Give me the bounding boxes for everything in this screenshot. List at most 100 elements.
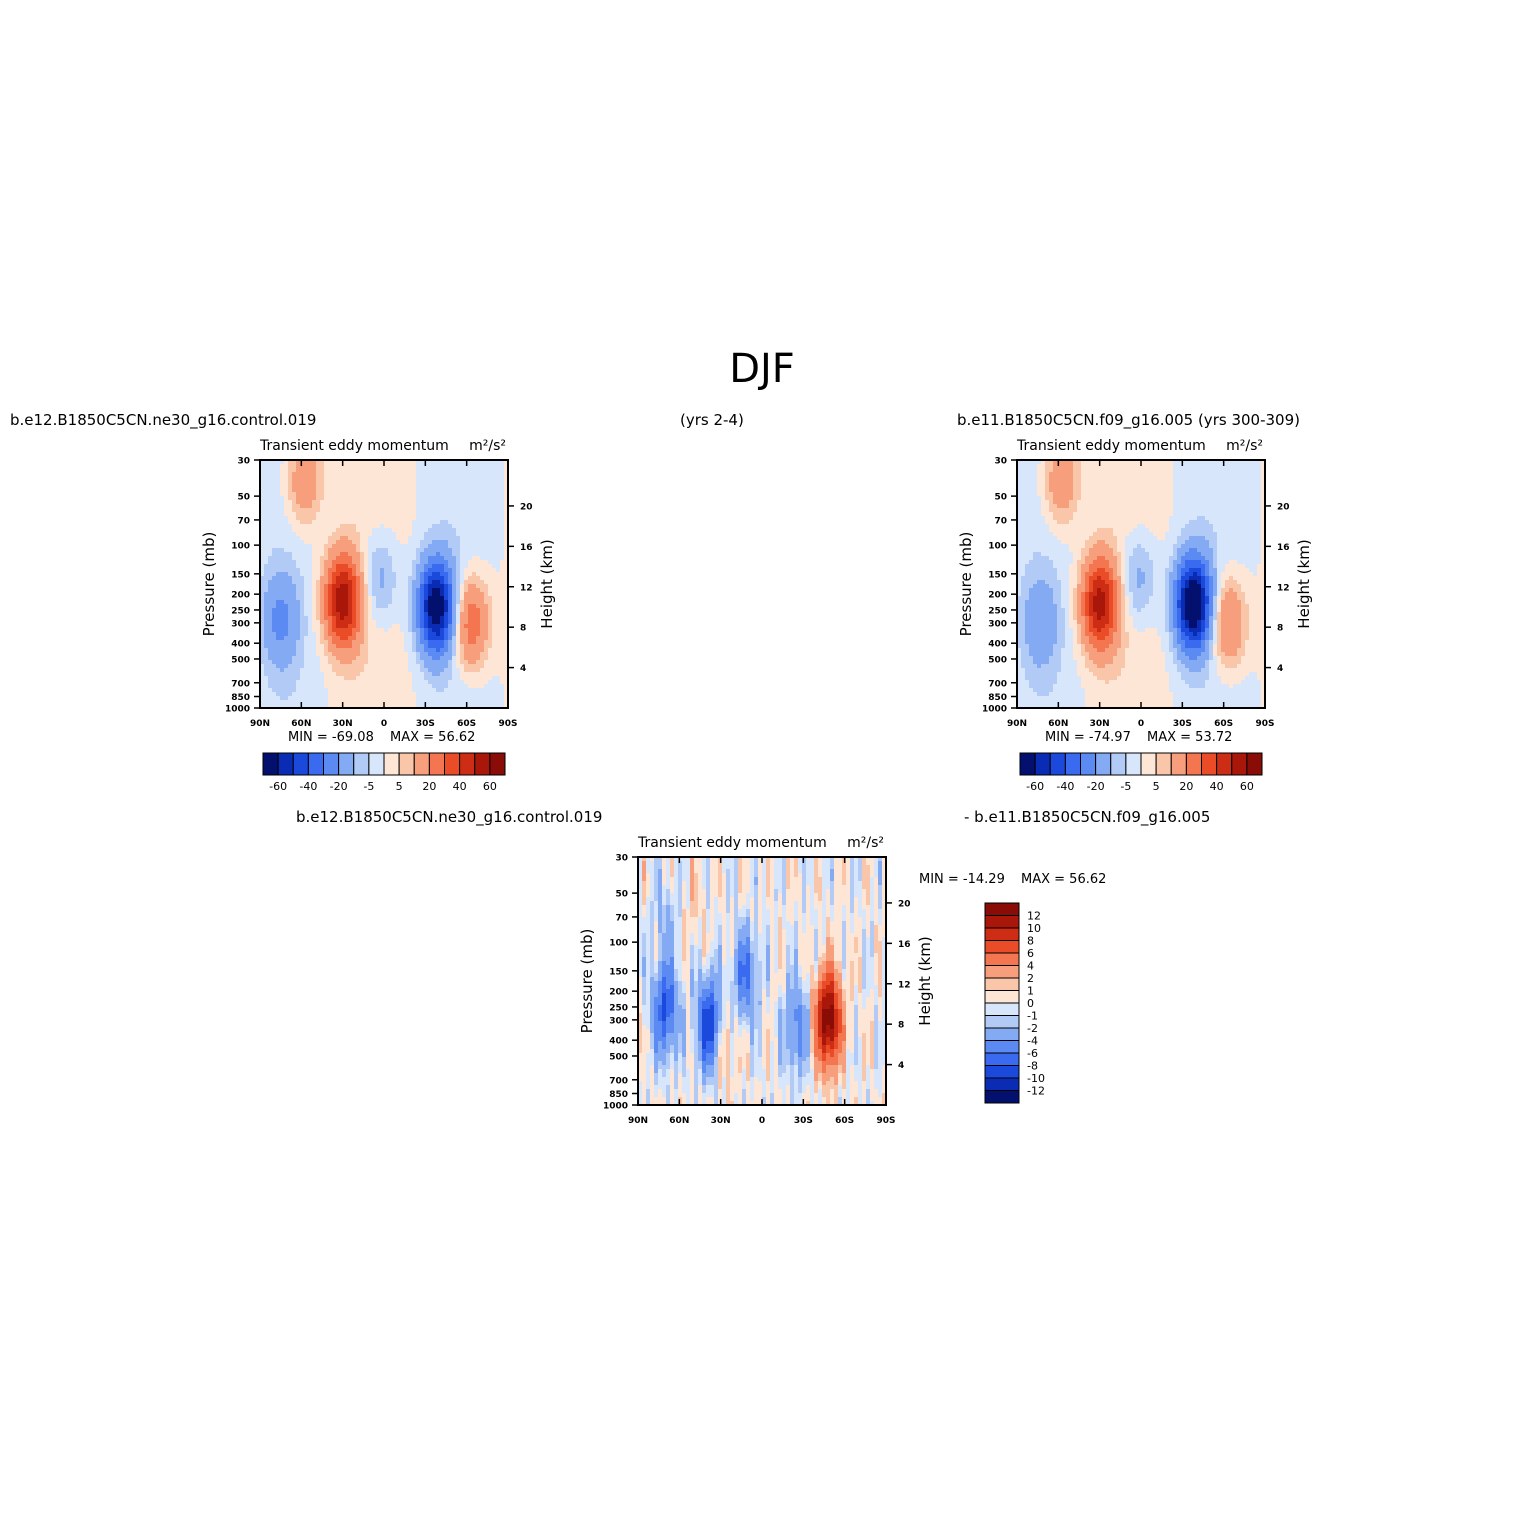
- panel1-cell: [320, 520, 325, 525]
- panel1-cell: [432, 584, 437, 589]
- panel1-cell: [296, 600, 301, 605]
- panel2-cell: [1181, 484, 1186, 489]
- panel1-cell: [352, 536, 357, 541]
- panel1-cell: [284, 688, 289, 693]
- panel2-cell: [1129, 520, 1134, 525]
- panel1-cell: [464, 640, 469, 645]
- panel1-cell: [308, 548, 313, 553]
- panel1-cell: [428, 544, 433, 549]
- panel1-cell: [460, 652, 465, 657]
- panel1-cell: [352, 532, 357, 537]
- panel1-cell: [340, 468, 345, 473]
- panel1-cell: [348, 616, 353, 621]
- panel1-cell: [440, 488, 445, 493]
- panel1-cell: [288, 644, 293, 649]
- panel2-cell: [1045, 512, 1050, 517]
- panel1-cell: [500, 696, 505, 701]
- panel1-cell: [392, 552, 397, 557]
- panel1-cell: [380, 672, 385, 677]
- panel2-cell: [1129, 480, 1134, 485]
- panel1-cell: [292, 516, 297, 521]
- panel1-cell: [440, 588, 445, 593]
- panel1-cell: [488, 628, 493, 633]
- panel1-cell: [480, 504, 485, 509]
- panel1-cell: [476, 492, 481, 497]
- panel1-cell: [284, 684, 289, 689]
- panel1-cell: [404, 504, 409, 509]
- panel1-cell: [492, 588, 497, 593]
- panel1-cell: [316, 540, 321, 545]
- panel1-cell: [316, 624, 321, 629]
- panel1-cell: [476, 604, 481, 609]
- panel1-cell: [380, 640, 385, 645]
- panel1-cell: [412, 544, 417, 549]
- panel1-cell: [448, 560, 453, 565]
- panel1-cell: [328, 612, 333, 617]
- panel1-colorbar-box: [445, 753, 460, 775]
- panel1-cell: [408, 552, 413, 557]
- panel1-title: Transient eddy momentum: [259, 438, 449, 454]
- panel1-cell: [428, 528, 433, 533]
- panel1-cell: [304, 520, 309, 525]
- panel1-cell: [312, 516, 317, 521]
- panel1-cell: [460, 592, 465, 597]
- panel1-cell: [416, 576, 421, 581]
- panel1-cell: [328, 468, 333, 473]
- panel1-cell: [464, 696, 469, 701]
- panel1-cell: [480, 536, 485, 541]
- panel2-cell: [1133, 520, 1138, 525]
- panel1-cell: [324, 564, 329, 569]
- panel1-cell: [312, 680, 317, 685]
- panel1-cell: [444, 672, 449, 677]
- panel2-cell: [1081, 516, 1086, 521]
- panel1-cell: [404, 640, 409, 645]
- panel2-cell: [1085, 516, 1090, 521]
- panel1-cell: [432, 500, 437, 505]
- panel1-cell: [396, 468, 401, 473]
- panel2-cell: [1097, 500, 1102, 505]
- panel1-cell: [456, 464, 461, 469]
- panel2-cell: [1245, 484, 1250, 489]
- panel1-cell: [352, 624, 357, 629]
- panel1-cell: [468, 688, 473, 693]
- panel1-cell: [436, 656, 441, 661]
- panel1-cell: [388, 596, 393, 601]
- panel1-cell: [440, 568, 445, 573]
- panel1-cell: [324, 532, 329, 537]
- panel2-cell: [1113, 492, 1118, 497]
- panel1-cell: [368, 660, 373, 665]
- panel2-cell: [1141, 524, 1146, 529]
- panel1-cell: [364, 696, 369, 701]
- panel2-cell: [1213, 496, 1218, 501]
- panel1-cell: [280, 680, 285, 685]
- panel1-cell: [484, 548, 489, 553]
- panel1-cell: [500, 680, 505, 685]
- panel2-cell: [1045, 524, 1050, 529]
- panel2-cell: [1097, 524, 1102, 529]
- panel2-cell: [1173, 524, 1178, 529]
- panel1-cell: [416, 656, 421, 661]
- panel1-cell: [352, 548, 357, 553]
- panel1-cell: [276, 576, 281, 581]
- panel1-cell: [364, 552, 369, 557]
- panel1-cell: [300, 616, 305, 621]
- panel1-cell: [328, 648, 333, 653]
- panel1-cell: [440, 536, 445, 541]
- panel2-cell: [1029, 484, 1034, 489]
- panel1-cell: [332, 524, 337, 529]
- panel1-cell: [492, 676, 497, 681]
- panel1-cell: [420, 524, 425, 529]
- panel1-cell: [268, 492, 273, 497]
- panel2-cell: [1045, 508, 1050, 513]
- panel1-cell: [304, 496, 309, 501]
- panel1-cell: [460, 680, 465, 685]
- panel1-cell: [376, 684, 381, 689]
- panel1-cell: [476, 664, 481, 669]
- panel2-cell: [1141, 504, 1146, 509]
- panel1-cell: [316, 648, 321, 653]
- panel1-cell: [408, 688, 413, 693]
- panel1-cell: [380, 680, 385, 685]
- panel2-cell: [1213, 464, 1218, 469]
- panel1-cell: [432, 624, 437, 629]
- panel2-cell: [1049, 508, 1054, 513]
